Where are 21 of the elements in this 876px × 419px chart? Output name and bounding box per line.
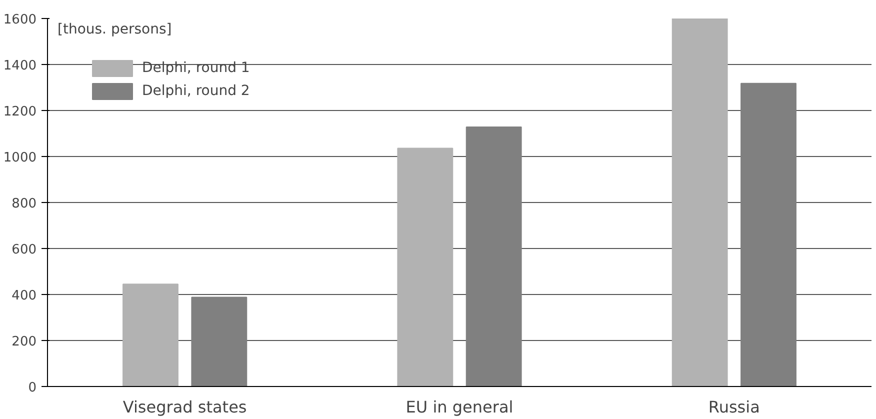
y-tick-label: 1400 — [3, 58, 37, 74]
y-tick-label: 0 — [28, 380, 37, 396]
bar — [672, 18, 728, 386]
legend-label: Delphi, round 2 — [142, 83, 250, 99]
x-tick-label: Russia — [708, 398, 760, 416]
bar — [122, 284, 178, 386]
bar — [191, 296, 248, 386]
x-tick-label: Visegrad states — [122, 398, 247, 416]
y-tick-label: 1000 — [3, 150, 37, 166]
bar — [740, 82, 796, 386]
y-tick-label: 400 — [12, 288, 37, 304]
y-tick-label: 600 — [12, 242, 37, 258]
legend-label: Delphi, round 1 — [142, 60, 250, 76]
bar — [397, 148, 454, 386]
y-tick-label: 200 — [12, 334, 37, 350]
y-tick-label: 800 — [12, 196, 37, 212]
y-axis-title: [thous. persons] — [58, 22, 172, 38]
bar — [466, 126, 522, 386]
y-tick-label: 1600 — [3, 12, 37, 28]
x-tick-label: EU in general — [406, 398, 514, 416]
y-tick-label: 1200 — [3, 104, 37, 120]
